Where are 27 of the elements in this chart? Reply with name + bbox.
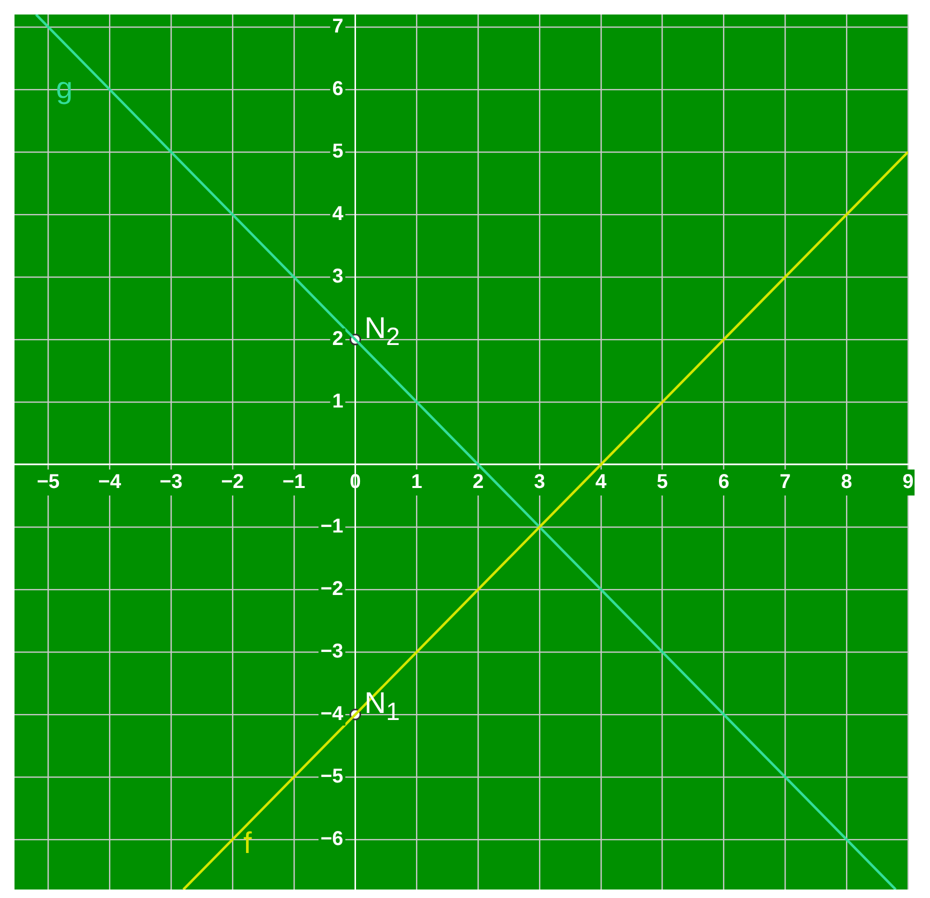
y-tick-label: 6 [332, 78, 344, 100]
x-tick-label: −3 [160, 471, 182, 494]
x-tick-label: 7 [780, 471, 791, 494]
x-tick-label: 1 [411, 471, 422, 494]
y-tick-label: −6 [320, 828, 344, 850]
x-tick-label: 2 [472, 471, 484, 494]
x-tick-label: 4 [595, 471, 608, 494]
y-tick-label: −4 [320, 703, 344, 726]
x-tick-label: 9 [902, 471, 914, 494]
y-tick-label: 7 [332, 16, 344, 38]
x-tick-label: −4 [98, 471, 122, 494]
x-tick-label: 5 [656, 471, 668, 494]
y-tick-label: −5 [320, 766, 344, 788]
y-tick-label: 4 [332, 203, 344, 226]
x-tick-label: 6 [718, 471, 730, 494]
y-tick-label: 1 [332, 390, 344, 413]
y-tick-label: 2 [332, 328, 344, 350]
x-tick-label: 8 [841, 471, 852, 494]
x-tick-label: −1 [282, 471, 306, 494]
x-tick-label: −2 [221, 471, 244, 494]
y-tick-label: −3 [320, 640, 344, 663]
x-tick-label: 3 [534, 471, 546, 494]
y-tick-label: 5 [332, 140, 344, 163]
y-tick-label: −2 [320, 578, 344, 600]
y-tick-label: −1 [320, 516, 344, 538]
y-tick-label: 3 [332, 266, 344, 288]
x-tick-label: −5 [36, 471, 60, 494]
